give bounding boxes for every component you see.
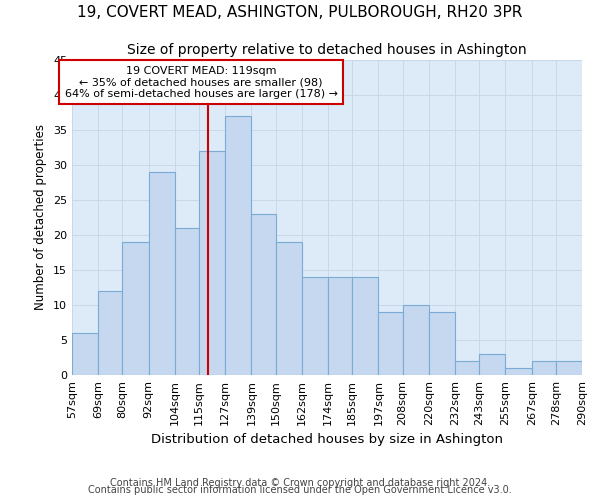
Bar <box>149 172 175 375</box>
Bar <box>352 277 379 375</box>
Bar <box>429 312 455 375</box>
Bar <box>275 242 302 375</box>
Bar <box>98 291 122 375</box>
Text: 19 COVERT MEAD: 119sqm
← 35% of detached houses are smaller (98)
64% of semi-det: 19 COVERT MEAD: 119sqm ← 35% of detached… <box>65 66 338 99</box>
Bar <box>175 228 199 375</box>
Bar <box>328 277 352 375</box>
Bar <box>379 312 403 375</box>
Bar <box>72 333 98 375</box>
Bar <box>122 242 149 375</box>
Y-axis label: Number of detached properties: Number of detached properties <box>34 124 47 310</box>
Bar <box>455 361 479 375</box>
Text: Contains public sector information licensed under the Open Government Licence v3: Contains public sector information licen… <box>88 485 512 495</box>
Bar <box>302 277 328 375</box>
Bar <box>225 116 251 375</box>
Title: Size of property relative to detached houses in Ashington: Size of property relative to detached ho… <box>127 44 527 58</box>
Bar <box>532 361 556 375</box>
Bar <box>505 368 532 375</box>
Bar <box>199 151 225 375</box>
Bar <box>556 361 582 375</box>
Bar <box>403 305 429 375</box>
Bar <box>251 214 275 375</box>
X-axis label: Distribution of detached houses by size in Ashington: Distribution of detached houses by size … <box>151 434 503 446</box>
Text: Contains HM Land Registry data © Crown copyright and database right 2024.: Contains HM Land Registry data © Crown c… <box>110 478 490 488</box>
Bar <box>479 354 505 375</box>
Text: 19, COVERT MEAD, ASHINGTON, PULBOROUGH, RH20 3PR: 19, COVERT MEAD, ASHINGTON, PULBOROUGH, … <box>77 5 523 20</box>
